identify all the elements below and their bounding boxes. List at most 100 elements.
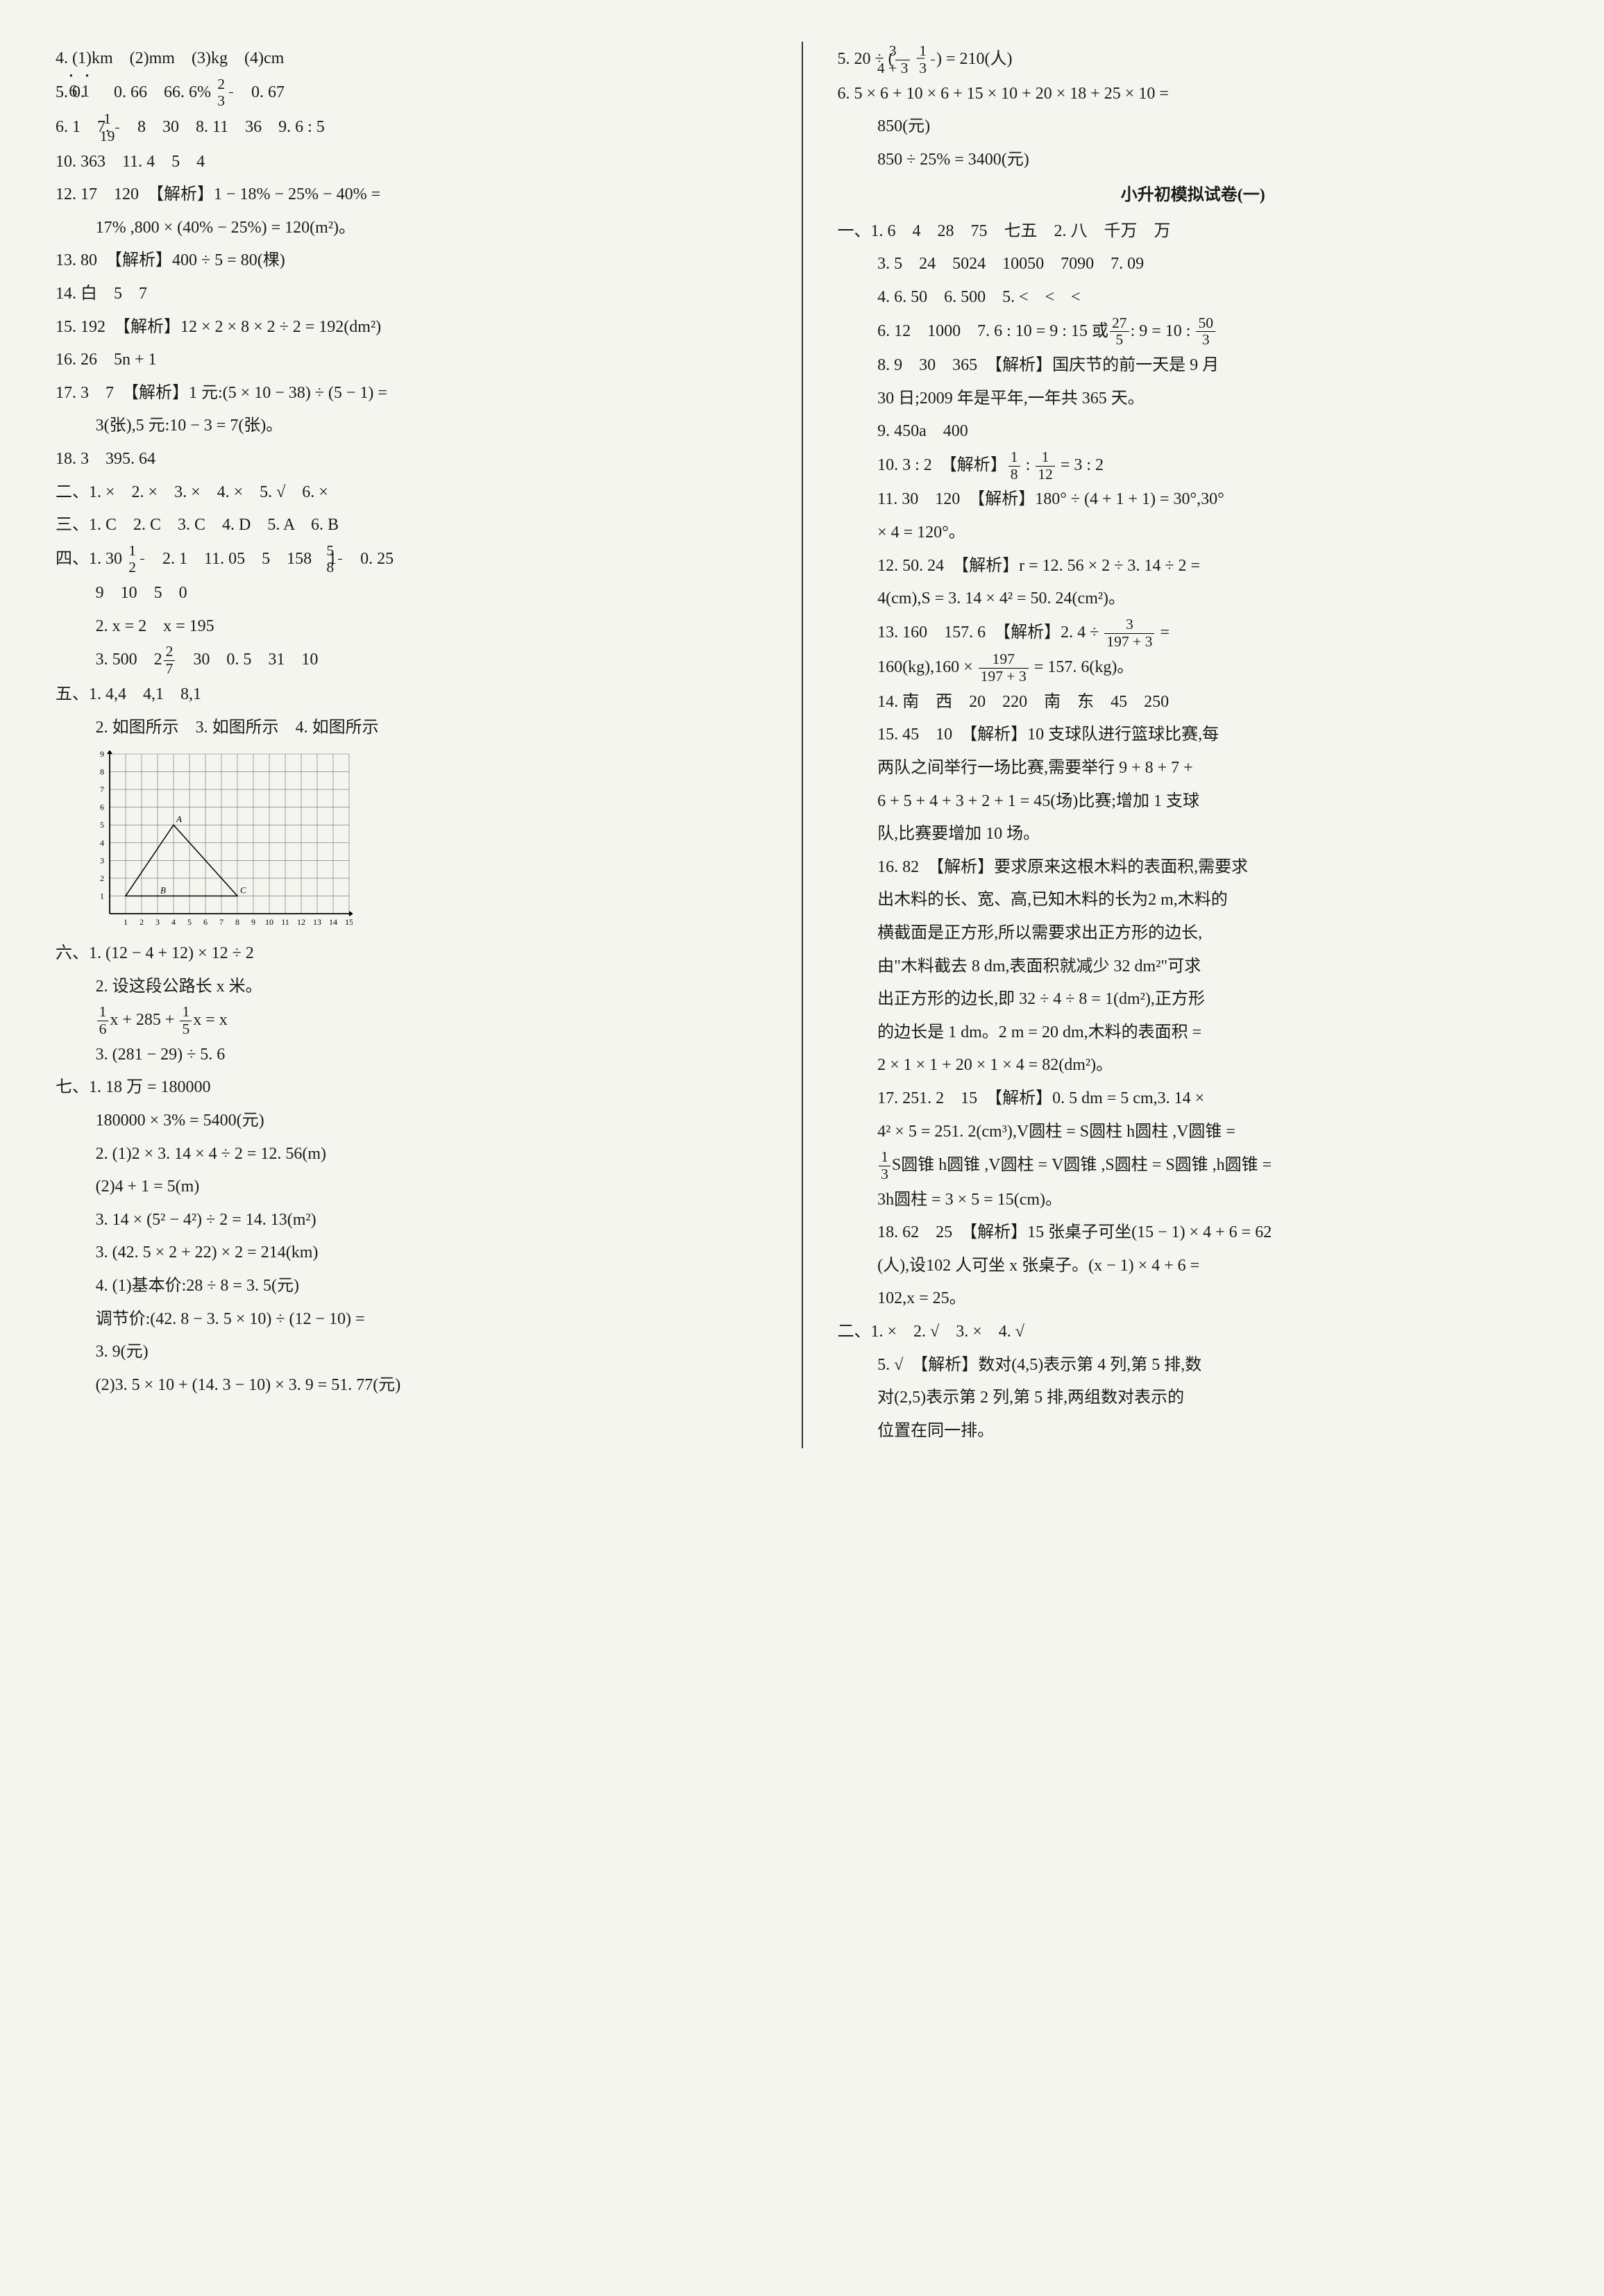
svg-text:13: 13 xyxy=(313,917,321,927)
text-line: 七、1. 18 万 = 180000 xyxy=(56,1072,767,1104)
section-title: 小升初模拟试卷(一) xyxy=(838,180,1549,212)
text: = xyxy=(1156,623,1170,642)
text-line: 的边长是 1 dm。2 m = 20 dm,木料的表面积 = xyxy=(838,1017,1549,1049)
text-line: 3h圆柱 = 3 × 5 = 15(cm)。 xyxy=(838,1184,1549,1216)
text-line: 4. 6. 50 6. 500 5. < < < xyxy=(838,282,1549,314)
denominator: 4 + 3 xyxy=(895,60,911,77)
text-line: 6. 1 7. 119 8 30 8. 11 36 9. 6 : 5 xyxy=(56,111,767,145)
svg-text:11: 11 xyxy=(281,917,289,927)
text: 四、1. 30 xyxy=(56,549,139,567)
denominator: 3 xyxy=(1196,332,1215,349)
svg-text:B: B xyxy=(160,885,166,896)
text-line: 横截面是正方形,所以需要求出正方形的边长, xyxy=(838,918,1549,950)
fraction: 18 xyxy=(1007,449,1022,483)
text-line: 3. 5 24 5024 10050 7090 7. 09 xyxy=(838,249,1549,280)
fraction: 23 xyxy=(228,76,235,110)
text-line: 16. 26 5n + 1 xyxy=(56,344,767,376)
text-line: 9 10 5 0 xyxy=(56,578,767,610)
text-line: 3. 9(元) xyxy=(56,1336,767,1368)
text-line: 5. 0. 6 1 0. 66 66. 6% 23 0. 67 xyxy=(56,76,767,110)
svg-text:5: 5 xyxy=(100,820,104,830)
svg-text:12: 12 xyxy=(297,917,305,927)
fraction: 27 xyxy=(162,644,177,678)
numerator: 1 xyxy=(931,43,935,60)
text: : xyxy=(1022,456,1035,474)
denominator: 197 + 3 xyxy=(979,669,1029,685)
numerator: 2 xyxy=(164,644,176,661)
text-line: 位置在同一排。 xyxy=(838,1416,1549,1448)
grid-chart: 123456789101112131415123456789ABC xyxy=(89,751,767,931)
text: 0. 66 66. 6% xyxy=(97,83,228,101)
text-line: (2)4 + 1 = 5(m) xyxy=(56,1171,767,1203)
text: 10. 3 : 2 【解析】 xyxy=(877,456,1007,474)
numerator: 1 xyxy=(180,1004,192,1021)
text-line: 850 ÷ 25% = 3400(元) xyxy=(838,144,1549,176)
svg-text:14: 14 xyxy=(329,917,337,927)
text-line: 四、1. 30 12 2. 1 11. 05 5 158 158 0. 25 xyxy=(56,543,767,577)
text-line: 6. 12 1000 7. 6 : 10 = 9 : 15 或275: 9 = … xyxy=(838,315,1549,349)
text-line: × 4 = 120°。 xyxy=(838,517,1549,549)
text-line: 17. 251. 2 15 【解析】0. 5 dm = 5 cm,3. 14 × xyxy=(838,1083,1549,1115)
numerator: 50 xyxy=(1196,315,1215,333)
svg-text:6: 6 xyxy=(203,917,208,927)
text-line: 6 + 5 + 4 + 3 + 2 + 1 = 45(场)比赛;增加 1 支球 xyxy=(838,786,1549,818)
fraction: 275 xyxy=(1108,315,1131,349)
text-line: 14. 南 西 20 220 南 东 45 250 xyxy=(838,687,1549,719)
text-line: 5. √ 【解析】数对(4,5)表示第 4 列,第 5 排,数 xyxy=(838,1350,1549,1382)
fraction: 13 xyxy=(929,43,936,77)
text-line: 12. 50. 24 【解析】r = 12. 56 × 2 ÷ 3. 14 ÷ … xyxy=(838,551,1549,583)
text-line: 4. (1)基本价:28 ÷ 8 = 3. 5(元) xyxy=(56,1271,767,1302)
text-line: 3(张),5 元:10 − 3 = 7(张)。 xyxy=(56,410,767,442)
text-line: 13. 160 157. 6 【解析】2. 4 ÷ 3197 + 3 = xyxy=(838,617,1549,651)
text-line: 30 日;2009 年是平年,一年共 365 天。 xyxy=(838,383,1549,415)
text-line: (2)3. 5 × 10 + (14. 3 − 10) × 3. 9 = 51.… xyxy=(56,1370,767,1402)
numerator: 1 xyxy=(97,1004,109,1021)
text-line: 出正方形的边长,即 32 ÷ 4 ÷ 8 = 1(dm²),正方形 xyxy=(838,984,1549,1016)
text-line: 4² × 5 = 251. 2(cm³),V圆柱 = S圆柱 h圆柱 ,V圆锥 … xyxy=(838,1116,1549,1148)
text-line: 160(kg),160 × 197197 + 3 = 157. 6(kg)。 xyxy=(838,651,1549,685)
numerator: 1 xyxy=(140,543,144,560)
text-line: 4(cm),S = 3. 14 × 4² = 50. 24(cm²)。 xyxy=(838,583,1549,615)
svg-text:5: 5 xyxy=(187,917,192,927)
svg-text:4: 4 xyxy=(100,838,104,848)
text-line: 3. (281 − 29) ÷ 5. 6 xyxy=(56,1039,767,1071)
denominator: 3 xyxy=(229,93,233,110)
svg-text:10: 10 xyxy=(265,917,273,927)
text-line: 13S圆锥 h圆锥 ,V圆柱 = V圆锥 ,S圆柱 = S圆锥 ,h圆锥 = xyxy=(838,1149,1549,1183)
right-column: 5. 20 ÷ (34 + 3 − 13) = 210(人) 6. 5 × 6 … xyxy=(838,42,1549,1448)
denominator: 8 xyxy=(338,560,342,576)
text-line: 8. 9 30 365 【解析】国庆节的前一天是 9 月 xyxy=(838,350,1549,382)
denominator: 3 xyxy=(879,1166,890,1183)
svg-text:7: 7 xyxy=(100,785,104,794)
svg-text:8: 8 xyxy=(235,917,239,927)
text-line: 调节价:(42. 8 − 3. 5 × 10) ÷ (12 − 10) = xyxy=(56,1304,767,1336)
svg-text:7: 7 xyxy=(219,917,223,927)
denominator: 8 xyxy=(1008,467,1020,483)
denominator: 5 xyxy=(1110,332,1129,349)
svg-text:1: 1 xyxy=(100,891,104,901)
fraction: 34 + 3 xyxy=(894,43,912,77)
text-line: 六、1. (12 − 4 + 12) × 12 ÷ 2 xyxy=(56,938,767,970)
text: 30 0. 5 31 10 xyxy=(176,651,318,669)
text-line: 15. 192 【解析】12 × 2 × 8 × 2 ÷ 2 = 192(dm²… xyxy=(56,312,767,344)
numerator: 197 xyxy=(979,651,1029,669)
text-line: 180000 × 3% = 5400(元) xyxy=(56,1105,767,1137)
fraction: 58 xyxy=(337,543,344,577)
fraction: 15 xyxy=(178,1004,193,1038)
text: 3. 500 2 xyxy=(96,651,162,669)
repeating-decimal: 6 1 xyxy=(89,76,97,108)
text-line: 15. 45 10 【解析】10 支球队进行篮球比赛,每 xyxy=(838,719,1549,751)
numerator: 5 xyxy=(338,543,342,560)
text: S圆锥 h圆锥 ,V圆柱 = V圆锥 ,S圆柱 = S圆锥 ,h圆锥 = xyxy=(892,1156,1272,1174)
svg-text:2: 2 xyxy=(140,917,144,927)
page: 4. (1)km (2)mm (3)kg (4)cm 5. 0. 6 1 0. … xyxy=(56,42,1548,1448)
text-line: 10. 3 : 2 【解析】18 : 112 = 3 : 2 xyxy=(838,449,1549,483)
text: = 157. 6(kg)。 xyxy=(1030,658,1134,676)
text-line: (人),设102 人可坐 x 张桌子。(x − 1) × 4 + 6 = xyxy=(838,1250,1549,1282)
denominator: 12 xyxy=(1036,467,1055,483)
denominator: 19 xyxy=(115,128,119,145)
text-line: 17. 3 7 【解析】1 元:(5 × 10 − 38) ÷ (5 − 1) … xyxy=(56,378,767,410)
text-line: 18. 62 25 【解析】15 张桌子可坐(15 − 1) × 4 + 6 =… xyxy=(838,1217,1549,1249)
text-line: 13. 80 【解析】400 ÷ 5 = 80(棵) xyxy=(56,245,767,277)
text-line: 出木料的长、宽、高,已知木料的长为2 m,木料的 xyxy=(838,885,1549,916)
